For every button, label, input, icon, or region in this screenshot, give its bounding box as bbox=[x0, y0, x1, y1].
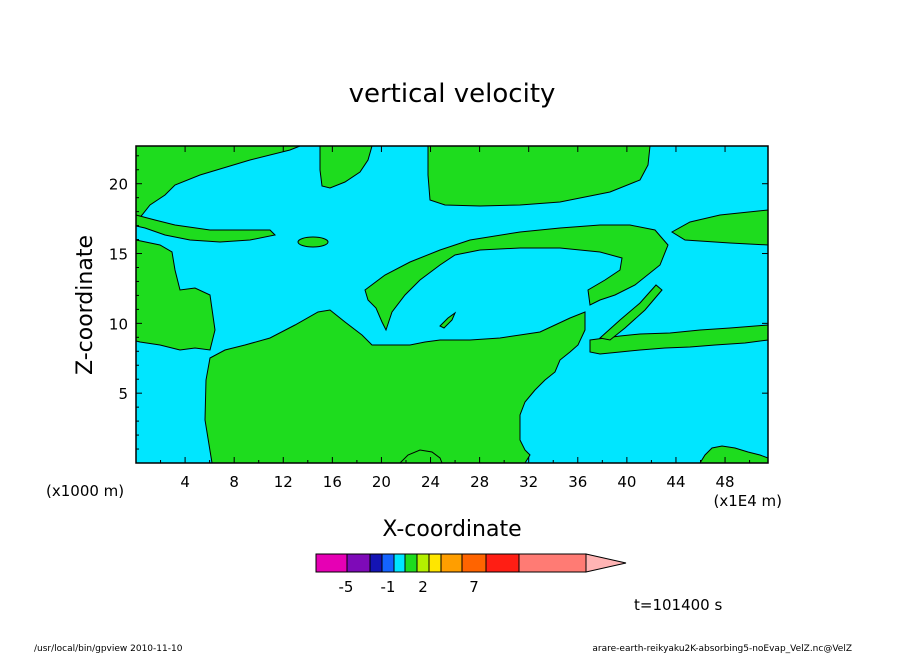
footer-right: arare-earth-reikyaku2K-absorbing5-noEvap… bbox=[592, 644, 852, 654]
x-tick-label: 12 bbox=[274, 473, 293, 491]
x-tick-label: 32 bbox=[519, 473, 538, 491]
colorbar-tick-label: 7 bbox=[469, 578, 479, 596]
colorbar-tick-label: 2 bbox=[418, 578, 428, 596]
x-tick-label: 8 bbox=[229, 473, 239, 491]
contour-region bbox=[319, 145, 373, 189]
contour-region bbox=[204, 309, 586, 464]
y-axis-label: Z-coordinate bbox=[73, 235, 98, 375]
x-tick-label: 36 bbox=[568, 473, 587, 491]
contour-regions-positive bbox=[135, 145, 769, 464]
colorbar-swatch bbox=[315, 553, 348, 573]
colorbar-swatch bbox=[428, 553, 442, 573]
x-tick-label: 40 bbox=[617, 473, 636, 491]
contour-region bbox=[598, 284, 663, 341]
contour-region bbox=[135, 214, 277, 243]
x-axis-label: X-coordinate bbox=[382, 517, 521, 542]
colorbar-swatch bbox=[381, 553, 395, 573]
x-tick-label: 20 bbox=[372, 473, 391, 491]
colorbar-swatch bbox=[404, 553, 418, 573]
x-tick-label: 44 bbox=[666, 473, 685, 491]
x-tick-label: 24 bbox=[421, 473, 440, 491]
contour-region bbox=[427, 145, 651, 207]
x-tick-label: 16 bbox=[323, 473, 342, 491]
contour-region bbox=[297, 236, 329, 248]
colorbar-swatch bbox=[346, 553, 371, 573]
colorbar-swatch bbox=[440, 553, 463, 573]
colorbar-tick-label: -1 bbox=[381, 578, 396, 596]
y-unit-label: (x1000 m) bbox=[46, 482, 124, 500]
x-tick-label: 48 bbox=[716, 473, 735, 491]
colorbar-tick-label: -5 bbox=[339, 578, 354, 596]
colorbar-swatch bbox=[416, 553, 430, 573]
colorbar-swatch bbox=[461, 553, 487, 573]
x-tick-label: 4 bbox=[180, 473, 190, 491]
x-axis: 4 8 12 16 20 24 28 32 36 40 44 48 bbox=[160, 146, 751, 491]
x-tick-label: 28 bbox=[470, 473, 489, 491]
time-label: t=101400 s bbox=[634, 596, 722, 614]
contour-region bbox=[671, 209, 769, 246]
colorbar-swatch bbox=[518, 553, 587, 573]
colorbar-swatch bbox=[369, 553, 383, 573]
contour-region bbox=[439, 311, 457, 329]
contour-region bbox=[364, 224, 669, 332]
y-tick-label: 5 bbox=[118, 385, 128, 403]
contour-region bbox=[135, 239, 216, 351]
y-axis: 5 10 15 20 bbox=[109, 155, 768, 450]
colorbar-swatch bbox=[393, 553, 406, 573]
x-unit-label: (x1E4 m) bbox=[713, 492, 782, 510]
plot-frame bbox=[135, 145, 769, 464]
contour-region bbox=[589, 324, 769, 355]
y-tick-label: 15 bbox=[109, 246, 128, 264]
chart-title: vertical velocity bbox=[349, 79, 556, 109]
y-tick-label: 20 bbox=[109, 176, 128, 194]
footer-left: /usr/local/bin/gpview 2010-11-10 bbox=[34, 644, 183, 654]
colorbar-swatch bbox=[485, 553, 520, 573]
colorbar: -5 -1 2 7 bbox=[315, 553, 627, 596]
y-tick-label: 10 bbox=[109, 315, 128, 333]
colorbar-extend-arrow bbox=[585, 553, 627, 573]
